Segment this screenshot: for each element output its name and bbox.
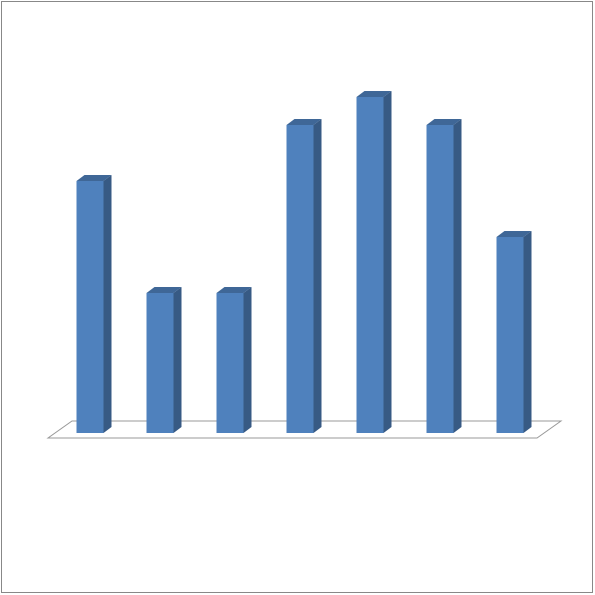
bar-side xyxy=(243,287,252,433)
bar-top xyxy=(146,287,182,293)
bar-top xyxy=(496,231,532,237)
bar xyxy=(146,287,182,433)
bar xyxy=(496,231,532,433)
bar-front xyxy=(76,181,104,433)
bar xyxy=(426,119,462,433)
bar-front xyxy=(286,125,314,433)
bar-front xyxy=(426,125,454,433)
bar-front xyxy=(356,97,384,433)
bar-side xyxy=(173,287,182,433)
bar-top xyxy=(286,119,322,125)
bar xyxy=(356,91,392,433)
bar-side xyxy=(103,175,112,433)
bar xyxy=(216,287,252,433)
bar xyxy=(286,119,322,433)
bar-top xyxy=(356,91,392,97)
bar-top xyxy=(76,175,112,181)
bar-top xyxy=(426,119,462,125)
bar-front xyxy=(146,293,174,433)
bar-front xyxy=(216,293,244,433)
bar-side xyxy=(523,231,532,433)
bar-side xyxy=(383,91,392,433)
bar-side xyxy=(453,119,462,433)
bar-front xyxy=(496,237,524,433)
bar-top xyxy=(216,287,252,293)
bar-side xyxy=(313,119,322,433)
bar xyxy=(76,175,112,433)
